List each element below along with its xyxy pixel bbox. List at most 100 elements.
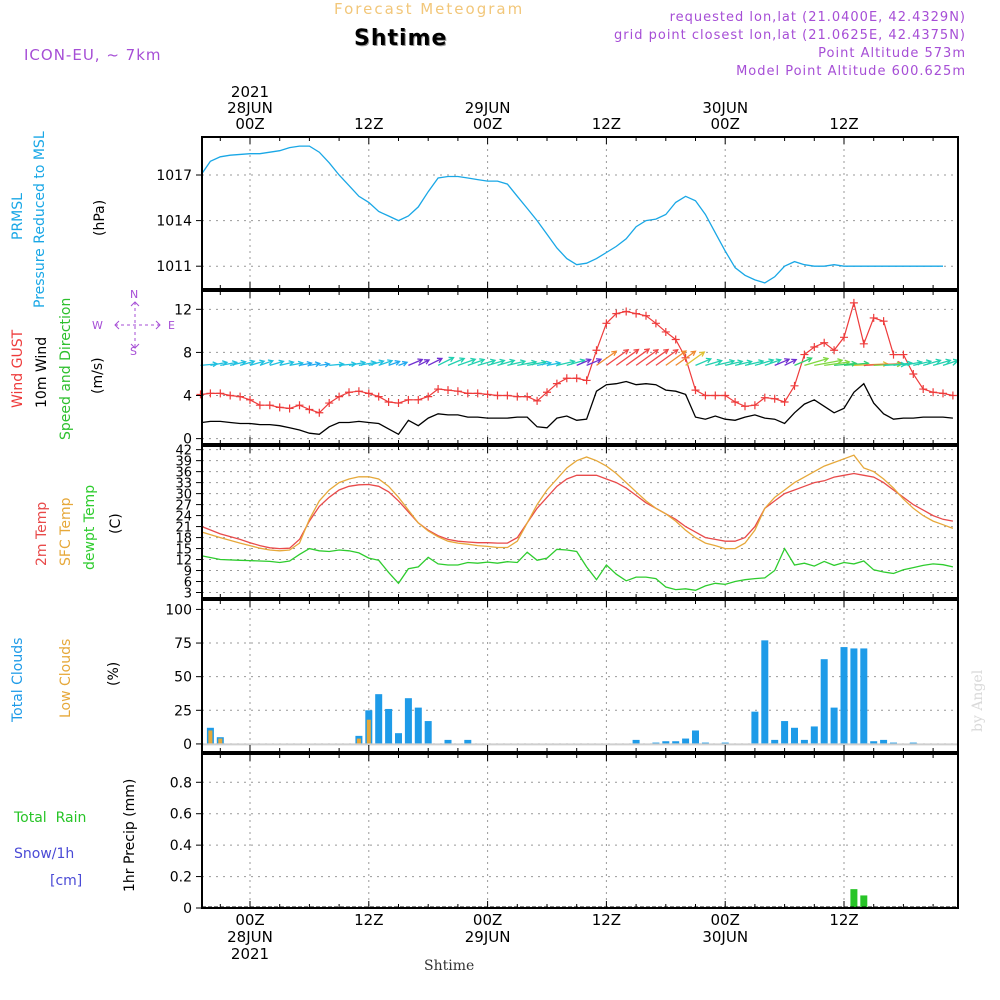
wind-arrow: [517, 361, 537, 366]
gust-marker: [384, 397, 393, 406]
gust-marker: [889, 350, 898, 359]
gust-marker: [909, 369, 918, 378]
snow-label: Snow/1h: [14, 846, 75, 862]
top-time-label: 00Z: [711, 115, 740, 133]
wind-arrow: [507, 360, 526, 366]
chart-title: Shtime: [354, 26, 448, 51]
gust-marker: [196, 390, 205, 399]
wind-arrow-head: [424, 359, 431, 365]
top-time-label: 2021: [231, 83, 269, 101]
gust-marker: [543, 388, 551, 397]
bottom-time-label: 00Z: [235, 911, 264, 929]
y-tick-label: 18: [175, 532, 192, 547]
wind-arrow-head: [806, 356, 813, 363]
y-tick-label: 0.2: [170, 870, 192, 886]
gust-marker: [404, 395, 413, 404]
wind-arrow-head: [378, 359, 385, 366]
wind-arrow: [319, 363, 330, 366]
gust-marker: [394, 399, 403, 408]
precip-panel: [202, 889, 958, 908]
gust-marker: [929, 388, 938, 397]
bottom-time-label: 2021: [231, 945, 269, 963]
grid-coords: grid point closest lon,lat (21.0625E, 42…: [614, 28, 966, 43]
wind-arrow: [734, 360, 752, 366]
gust-marker: [592, 346, 601, 355]
total-cloud-bar: [810, 726, 818, 744]
wind-arrow-head: [306, 360, 313, 367]
total-cloud-bar: [830, 707, 838, 744]
bottom-time-label: 12Z: [354, 911, 383, 929]
y-tick-label: 3: [184, 587, 192, 602]
compass-south: S: [130, 345, 137, 358]
wind-arrow-head: [690, 350, 697, 357]
wind-arrow: [388, 360, 400, 366]
y-tick-label: 0.6: [170, 807, 192, 823]
wind-arrow: [358, 361, 376, 366]
gust-marker: [562, 374, 571, 383]
wind-line: [201, 380, 953, 436]
bottom-time-label: 00Z: [711, 911, 740, 929]
gust-marker: [879, 317, 888, 326]
wind-arrow: [427, 357, 443, 366]
wind-arrow-head: [585, 358, 592, 364]
total-cloud-bar: [692, 730, 699, 744]
wind-arrow: [606, 349, 629, 366]
x-axis-label: Shtime: [424, 958, 475, 974]
wind-arrow: [536, 362, 551, 366]
gust-marker: [246, 395, 254, 404]
compass-west: W: [92, 319, 103, 332]
y-tick-label: 25: [174, 703, 192, 719]
wind-arrow-head: [775, 358, 782, 364]
gust-marker: [345, 388, 353, 397]
wind-arrow-head: [663, 348, 670, 355]
gust-marker: [780, 397, 789, 406]
wind-arrow: [903, 361, 922, 366]
y-tick-label: 1014: [156, 214, 192, 230]
total-cloud-bar: [850, 648, 858, 744]
gust-marker: [503, 391, 512, 400]
wind-arrow-head: [489, 358, 497, 365]
total-cloud-bar: [414, 707, 422, 744]
gust-marker: [335, 392, 344, 401]
wind-arrow: [269, 360, 284, 366]
wind-arrow: [655, 349, 679, 366]
gust-marker: [285, 404, 294, 413]
wind-arrow-head: [448, 356, 455, 363]
rain-bar: [860, 895, 868, 908]
wind-arrow: [546, 362, 561, 366]
y-tick-label: 100: [165, 602, 192, 618]
gust-marker: [444, 386, 452, 395]
total-cloud-bar: [820, 659, 828, 744]
gust-marker: [919, 385, 928, 394]
gust-marker: [800, 350, 809, 359]
bottom-time-label: 28JUN: [227, 928, 273, 946]
bottom-time-label: 12Z: [592, 911, 621, 929]
gust-marker: [295, 401, 304, 410]
wind-arrow: [764, 359, 781, 366]
wind-arrow-head: [417, 358, 424, 364]
gust-marker: [523, 392, 532, 401]
wind-arrow: [645, 349, 669, 366]
total-cloud-bar: [791, 727, 798, 744]
top-time-label: 29JUN: [465, 99, 511, 117]
top-time-label: 00Z: [235, 115, 264, 133]
gust-marker: [582, 376, 591, 385]
gust-marker: [602, 319, 611, 328]
gust-marker: [255, 401, 264, 410]
wind-arrow: [794, 357, 812, 366]
compass-rose-icon: [114, 301, 161, 349]
gust-marker: [899, 350, 908, 359]
gust-marker: [939, 389, 947, 398]
wind-arrow-head: [945, 358, 952, 365]
gust-marker: [364, 389, 373, 398]
wind-arrow: [348, 361, 366, 366]
total-cloud-bar: [761, 640, 769, 744]
bottom-time-label: 30JUN: [702, 928, 748, 946]
gust-marker: [859, 339, 868, 348]
wind-arrow-head: [784, 358, 791, 364]
gust-marker: [612, 309, 621, 318]
top-time-label: 12Z: [354, 115, 383, 133]
wind-arrow-head: [699, 351, 706, 357]
wind-arrow-head: [259, 359, 266, 366]
